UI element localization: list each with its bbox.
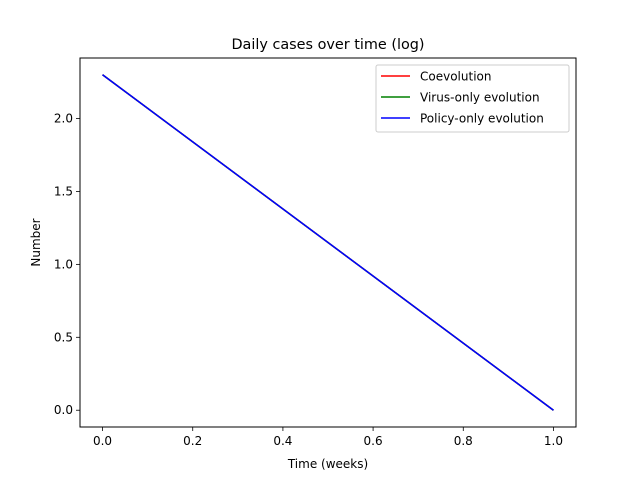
legend-label: Policy-only evolution: [420, 112, 544, 126]
axes-frame: [79, 57, 577, 428]
x-axis-label: Time (weeks): [287, 457, 368, 471]
legend-label: Virus-only evolution: [420, 91, 540, 105]
x-tick-label: 0.2: [183, 434, 202, 448]
y-axis-label: Number: [29, 218, 43, 266]
legend-label: Coevolution: [420, 70, 491, 84]
x-tick-label: 0.6: [364, 434, 383, 448]
x-tick-label: 0.8: [454, 434, 473, 448]
legend-box: [375, 64, 570, 133]
legend: Coevolution Virus-only evolution Policy-on…: [375, 64, 570, 133]
x-tick-label: 1.0: [544, 434, 563, 448]
x-tick-label: 0.0: [93, 434, 112, 448]
y-tick-label: 0.5: [54, 330, 73, 344]
series-line-3: [102, 74, 554, 411]
y-tick-label: 0.0: [54, 403, 73, 417]
y-tick-label: 1.0: [54, 257, 73, 271]
x-tick-label: 0.4: [273, 434, 292, 448]
y-tick-label: 1.5: [54, 184, 73, 198]
y-tick-label: 2.0: [54, 112, 73, 126]
chart-title: Daily cases over time (log): [231, 37, 424, 53]
plot-area: 0.0 0.2 0.4 0.6 0.8 1.0 0.0 0.5 1.0 1.5 2.0: [54, 74, 563, 448]
